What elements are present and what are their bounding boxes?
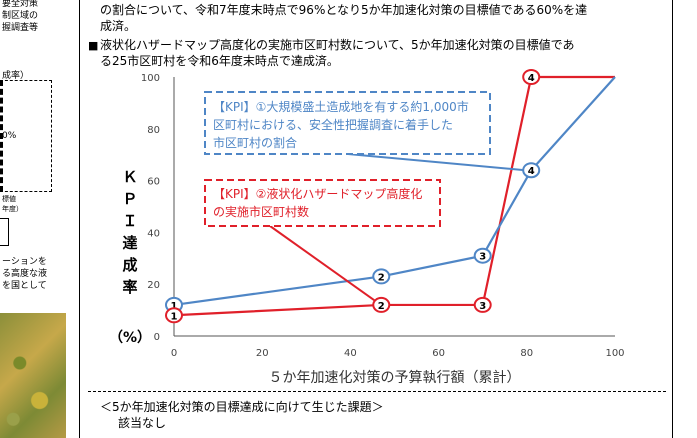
- y-axis-label-char: Ｉ: [122, 212, 137, 230]
- kpi2-marker-label: 2: [378, 301, 385, 312]
- y-axis-label-char: 率: [122, 278, 137, 296]
- kpi1-marker-label: 3: [479, 252, 486, 263]
- left-text: 年度）: [2, 205, 23, 213]
- kpi1-marker-label: 2: [378, 272, 385, 283]
- kpi1-marker: [522, 162, 541, 179]
- kpi-chart: 0 20 40 60 80 100 0 20 40 60 80 100 ５か年加速化対策の予算執行額（累…: [109, 69, 625, 386]
- x-tick-label: 100: [605, 348, 624, 359]
- intro-line-2: 成済。: [100, 19, 137, 33]
- kpi1-marker-label: 4: [528, 166, 535, 177]
- left-text: 要全対策: [2, 0, 39, 9]
- left-dashed-box: [0, 80, 52, 192]
- kpi2-leader-line: [269, 225, 376, 302]
- x-tick-label: 0: [171, 348, 177, 359]
- footer-separator: [88, 391, 666, 392]
- intro-line-4: る25市区町村を令和6年度末時点で達成済。: [100, 54, 339, 68]
- kpi2-marker-label: 4: [528, 73, 535, 84]
- left-text: る高度な液: [2, 269, 48, 279]
- y-axis-label-char: Ｐ: [122, 190, 137, 208]
- y-tick-label: 60: [147, 177, 160, 188]
- left-text: 0%: [2, 131, 17, 141]
- kpi1-marker: [473, 247, 492, 264]
- y-tick-label: 0: [154, 332, 160, 343]
- kpi2-marker: [372, 296, 391, 313]
- intro-line-1: の割合について、令和7年度末時点で96%となり5か年加速化対策の目標値である60…: [100, 3, 588, 17]
- y-axis-unit: （%）: [109, 330, 151, 346]
- left-text: 握調査等: [2, 23, 39, 33]
- kpi1-leader-line: [347, 153, 526, 172]
- footer-text: 該当なし: [118, 416, 167, 430]
- kpi1-callout-text: 市区町村の割合: [213, 135, 297, 150]
- column-divider: [79, 0, 80, 438]
- kpi2-callout-box: [204, 179, 441, 227]
- kpi2-marker: [473, 296, 492, 313]
- x-tick-label: 40: [344, 348, 357, 359]
- intro-line-3: 液状化ハザードマップ高度化の実施市区町村数について、5か年加速化対策の目標値であ: [100, 38, 575, 52]
- y-axis-label-char: 達: [122, 234, 137, 252]
- kpi2-marker-label: 3: [479, 301, 486, 312]
- y-tick-label: 80: [147, 125, 160, 136]
- kpi2-marker: [165, 307, 183, 324]
- x-tick-label: 20: [256, 348, 269, 359]
- left-text: 成率）: [2, 71, 30, 81]
- y-tick-label: 20: [147, 280, 160, 291]
- left-text: ーションを: [2, 257, 47, 267]
- y-axis-label-char: Ｋ: [122, 168, 137, 186]
- kpi2-callout-text: の実施市区町村数: [213, 204, 309, 219]
- left-column-fragment: 要全対策 制区域の 握調査等 成率） 0% 標値 年度） ーションを る高度な液…: [0, 0, 80, 438]
- x-axis-label: ５か年加速化対策の予算執行額（累計）: [269, 369, 521, 386]
- kpi2-callout-text: 【KPI】②液状化ハザードマップ高度化: [213, 186, 422, 201]
- x-tick-label: 60: [432, 348, 445, 359]
- left-text: 制区域の: [2, 11, 39, 21]
- left-small-box: [0, 218, 9, 246]
- kpi1-callout-text: 【KPI】①大規模盛土造成地を有する約1,000市: [213, 99, 469, 114]
- y-tick-label: 40: [147, 228, 160, 239]
- kpi2-marker-label: 1: [171, 311, 178, 322]
- kpi1-callout-box: [204, 91, 491, 155]
- kpi1-marker-label: 1: [171, 301, 178, 312]
- bullet-square-icon: ■: [88, 39, 99, 52]
- kpi1-callout-text: 区町村における、安全性把握調査に着手した: [213, 117, 453, 132]
- y-tick-label: 100: [141, 73, 160, 84]
- y-axis-label-char: 成: [122, 256, 137, 274]
- x-tick-label: 80: [520, 348, 533, 359]
- map-image: [0, 313, 66, 438]
- kpi1-marker: [372, 268, 391, 285]
- left-text: 標値: [2, 195, 16, 203]
- kpi2-marker: [522, 69, 541, 85]
- left-text: を国として: [2, 281, 47, 291]
- footer-title: ＜5か年加速化対策の目標達成に向けて生じた課題＞: [100, 400, 384, 414]
- column-divider-right: [672, 0, 673, 438]
